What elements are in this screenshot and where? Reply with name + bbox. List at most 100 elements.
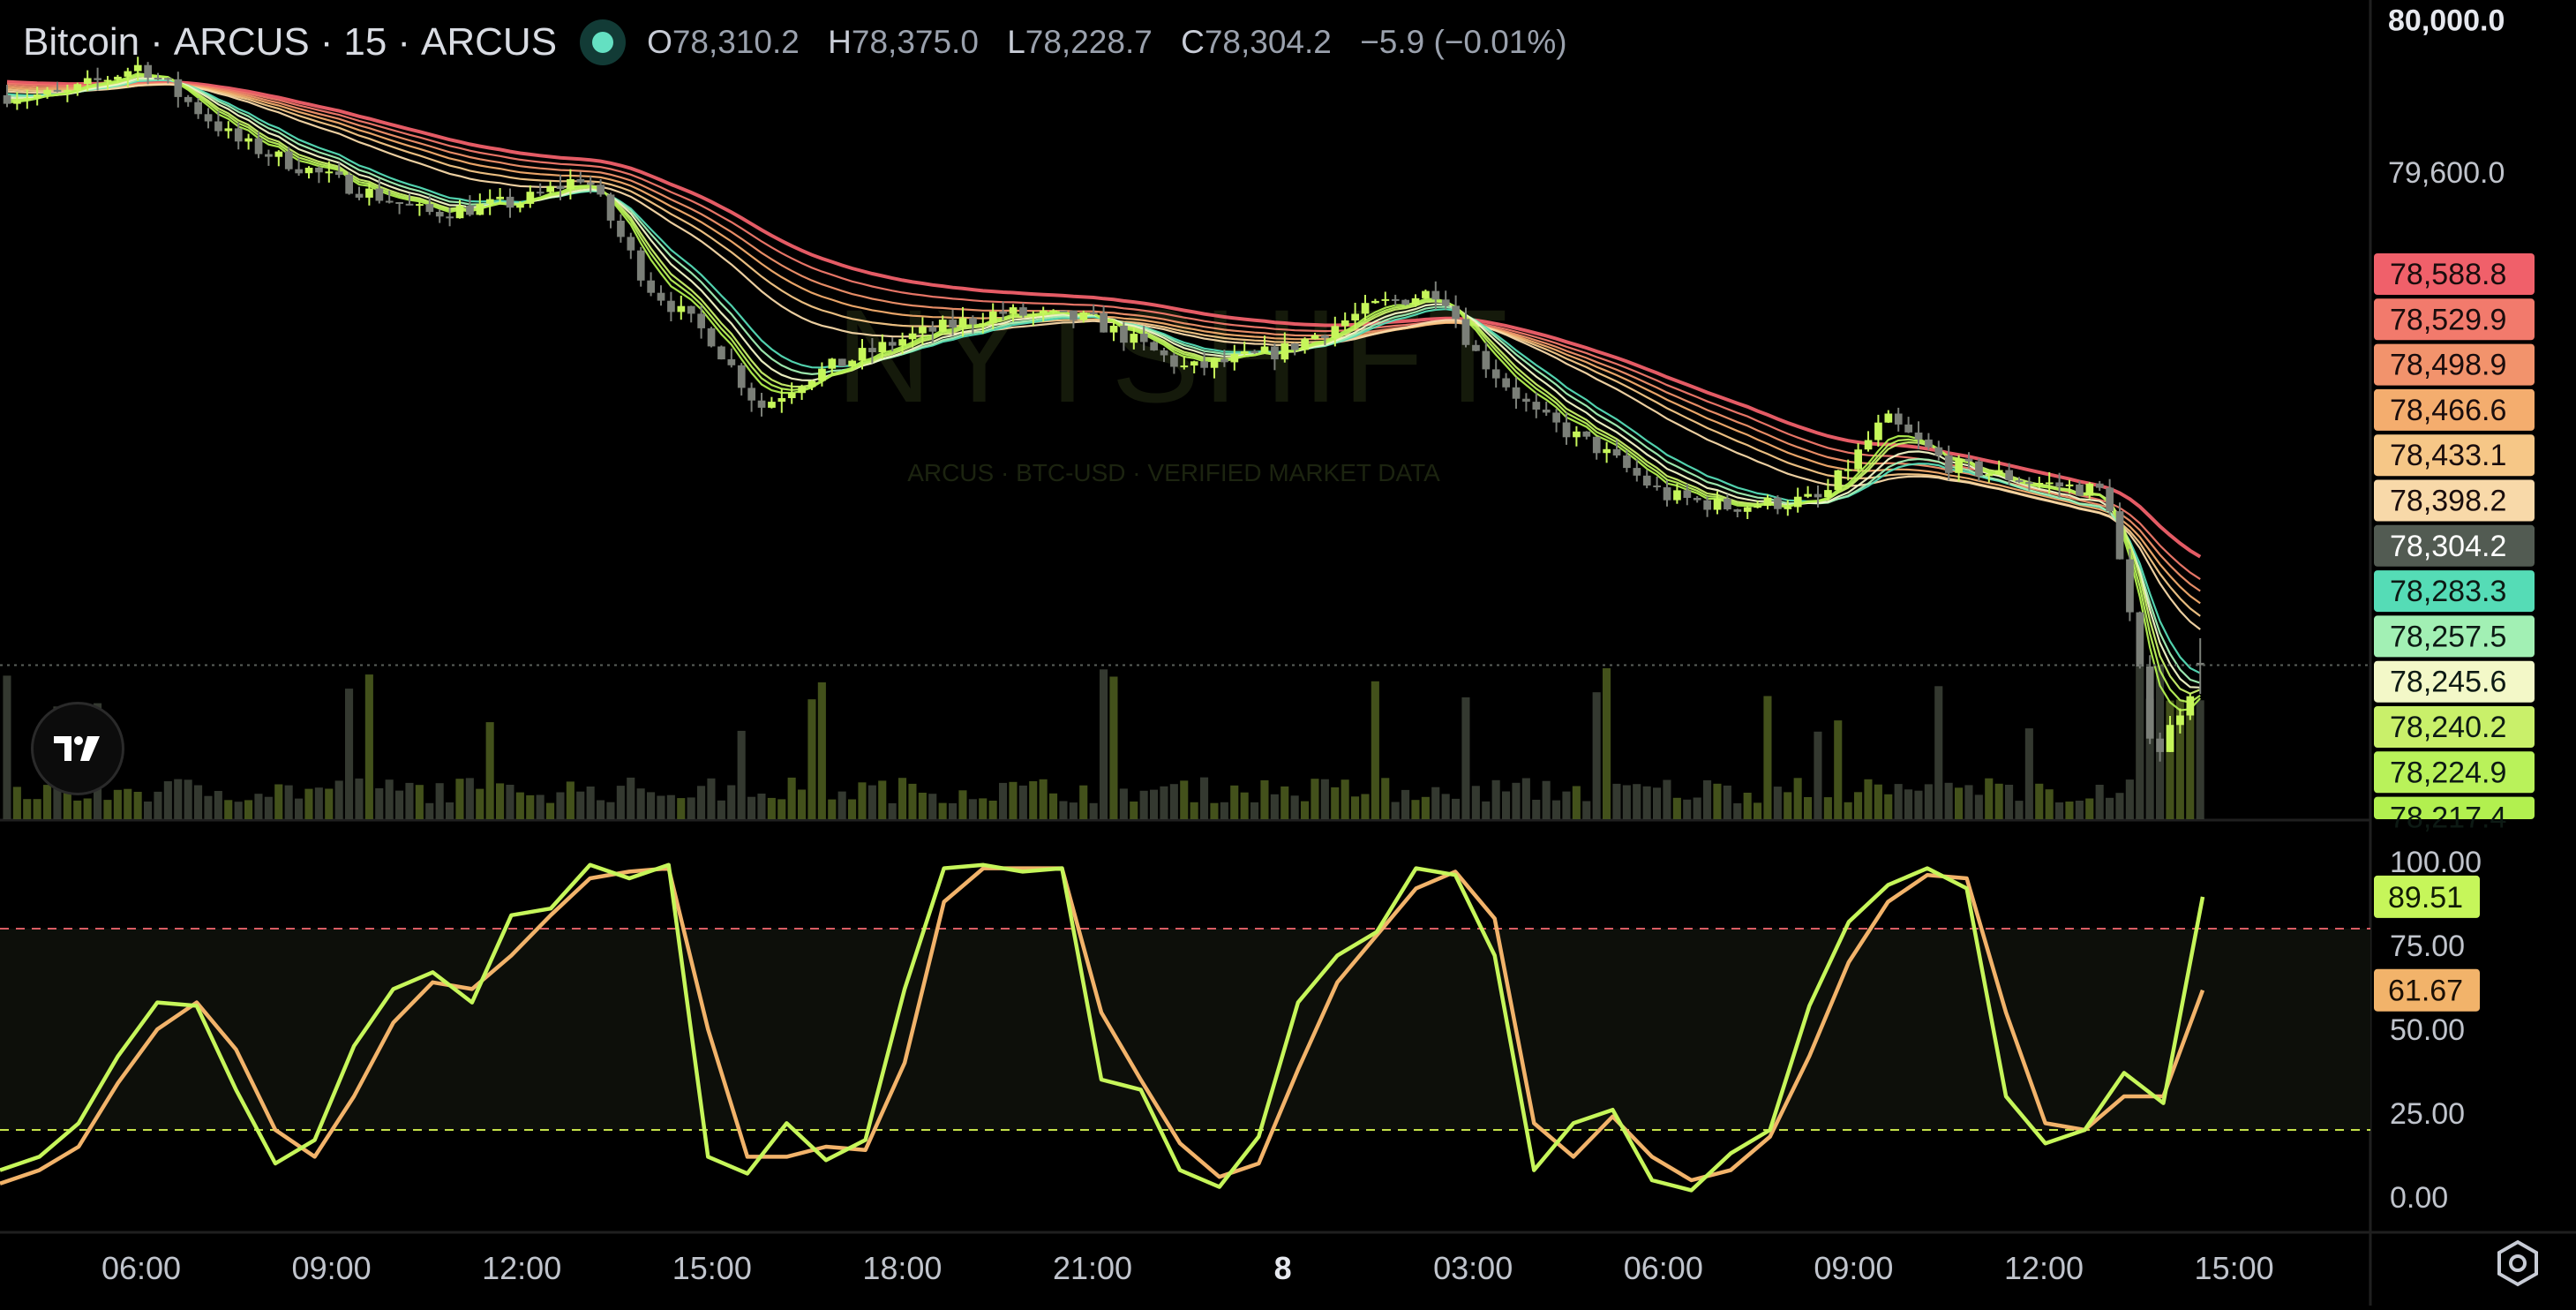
tradingview-logo-icon[interactable] bbox=[31, 702, 124, 795]
candle-body[interactable] bbox=[395, 202, 403, 204]
candle-body[interactable] bbox=[114, 76, 122, 80]
candle-body[interactable] bbox=[1039, 310, 1048, 314]
interval-label[interactable]: 15 bbox=[343, 20, 387, 64]
candle-body[interactable] bbox=[1754, 506, 1761, 508]
candle-body[interactable] bbox=[124, 71, 132, 77]
candle-body[interactable] bbox=[1180, 365, 1189, 368]
candle-body[interactable] bbox=[787, 393, 796, 398]
candle-body[interactable] bbox=[2176, 715, 2184, 726]
ema-price-label[interactable]: 78,466.6 bbox=[2374, 388, 2535, 431]
candle-body[interactable] bbox=[567, 179, 575, 189]
candle-body[interactable] bbox=[2065, 484, 2074, 486]
candle-body[interactable] bbox=[1784, 507, 1792, 509]
candle-body[interactable] bbox=[2115, 511, 2124, 560]
candle-body[interactable] bbox=[2005, 470, 2013, 481]
candle-body[interactable] bbox=[1612, 448, 1621, 455]
candle-body[interactable] bbox=[1361, 303, 1370, 314]
candle-body[interactable] bbox=[1381, 298, 1390, 301]
candle-body[interactable] bbox=[667, 300, 675, 312]
candle-body[interactable] bbox=[1341, 320, 1349, 327]
candle-body[interactable] bbox=[496, 196, 504, 200]
candle-body[interactable] bbox=[1391, 298, 1400, 301]
candle-body[interactable] bbox=[355, 193, 364, 198]
candle-body[interactable] bbox=[83, 78, 92, 85]
candle-body[interactable] bbox=[1824, 490, 1832, 498]
candle-body[interactable] bbox=[1985, 474, 1994, 477]
ema-price-label[interactable]: 78,257.5 bbox=[2374, 615, 2535, 658]
candle-body[interactable] bbox=[687, 305, 695, 314]
candle-body[interactable] bbox=[979, 323, 988, 326]
candle-body[interactable] bbox=[1733, 509, 1742, 512]
candle-body[interactable] bbox=[365, 188, 373, 198]
candle-body[interactable] bbox=[2186, 696, 2195, 716]
ema-price-label[interactable]: 78,240.2 bbox=[2374, 706, 2535, 748]
candle-body[interactable] bbox=[868, 348, 876, 352]
candle-body[interactable] bbox=[1894, 413, 1903, 425]
candle-body[interactable] bbox=[1130, 334, 1138, 343]
candle-body[interactable] bbox=[214, 121, 222, 132]
candle-body[interactable] bbox=[1109, 326, 1118, 333]
candle-body[interactable] bbox=[506, 196, 514, 208]
candle-body[interactable] bbox=[898, 339, 906, 346]
ema-price-label[interactable]: 78,498.9 bbox=[2374, 343, 2535, 386]
candle-body[interactable] bbox=[1874, 422, 1882, 440]
candle-body[interactable] bbox=[828, 358, 837, 369]
candle-body[interactable] bbox=[1411, 297, 1420, 305]
candle-body[interactable] bbox=[837, 358, 846, 366]
candle-body[interactable] bbox=[1914, 433, 1923, 440]
candle-body[interactable] bbox=[677, 305, 686, 312]
candle-body[interactable] bbox=[1070, 310, 1078, 320]
candle-body[interactable] bbox=[1904, 424, 1912, 433]
candle-body[interactable] bbox=[1089, 312, 1098, 314]
candle-body[interactable] bbox=[1311, 335, 1319, 339]
candle-body[interactable] bbox=[416, 204, 424, 207]
candle-body[interactable] bbox=[1552, 412, 1560, 423]
candle-body[interactable] bbox=[1994, 470, 2003, 475]
candle-body[interactable] bbox=[2126, 559, 2134, 613]
candle-body[interactable] bbox=[2106, 487, 2114, 512]
candle-body[interactable] bbox=[1925, 439, 1933, 448]
candle-body[interactable] bbox=[657, 292, 665, 301]
candle-body[interactable] bbox=[1562, 422, 1571, 438]
candle-body[interactable] bbox=[1260, 346, 1269, 353]
candle-body[interactable] bbox=[1100, 312, 1108, 333]
market-status-icon[interactable] bbox=[580, 19, 627, 65]
candle-body[interactable] bbox=[1884, 413, 1893, 423]
candle-body[interactable] bbox=[1029, 313, 1038, 316]
symbol-name[interactable]: Bitcoin bbox=[23, 20, 140, 64]
candle-body[interactable] bbox=[466, 206, 474, 215]
candle-body[interactable] bbox=[194, 102, 202, 115]
candle-body[interactable] bbox=[1673, 490, 1681, 501]
candle-body[interactable] bbox=[737, 365, 746, 388]
candle-body[interactable] bbox=[1452, 305, 1460, 320]
symbol-header[interactable]: Bitcoin · ARCUS · 15 · ARCUS O78,310.2 H… bbox=[23, 16, 1567, 69]
candle-body[interactable] bbox=[73, 84, 82, 90]
candle-body[interactable] bbox=[33, 94, 41, 99]
candle-body[interactable] bbox=[1422, 290, 1430, 298]
candle-body[interactable] bbox=[1009, 307, 1018, 314]
candle-body[interactable] bbox=[315, 168, 323, 173]
candle-body[interactable] bbox=[244, 138, 252, 142]
candle-body[interactable] bbox=[848, 360, 856, 367]
candle-body[interactable] bbox=[1491, 369, 1500, 379]
candle-body[interactable] bbox=[1250, 350, 1258, 353]
candle-body[interactable] bbox=[536, 192, 544, 194]
candle-body[interactable] bbox=[1351, 313, 1359, 321]
candle-body[interactable] bbox=[606, 194, 615, 221]
candle-body[interactable] bbox=[1461, 319, 1470, 345]
candle-body[interactable] bbox=[435, 212, 444, 217]
candle-body[interactable] bbox=[1703, 500, 1711, 510]
candle-body[interactable] bbox=[1150, 342, 1158, 350]
candle-body[interactable] bbox=[476, 203, 484, 215]
candle-body[interactable] bbox=[556, 185, 565, 189]
candle-body[interactable] bbox=[707, 328, 716, 347]
candle-body[interactable] bbox=[888, 342, 897, 346]
candle-body[interactable] bbox=[727, 359, 736, 365]
candle-body[interactable] bbox=[43, 89, 51, 95]
ema-price-label[interactable]: 78,304.2 bbox=[2374, 524, 2535, 567]
candle-body[interactable] bbox=[1653, 486, 1661, 487]
candle-body[interactable] bbox=[1331, 326, 1340, 338]
candle-body[interactable] bbox=[2136, 612, 2144, 666]
candle-body[interactable] bbox=[1522, 398, 1530, 403]
candle-body[interactable] bbox=[798, 387, 806, 394]
